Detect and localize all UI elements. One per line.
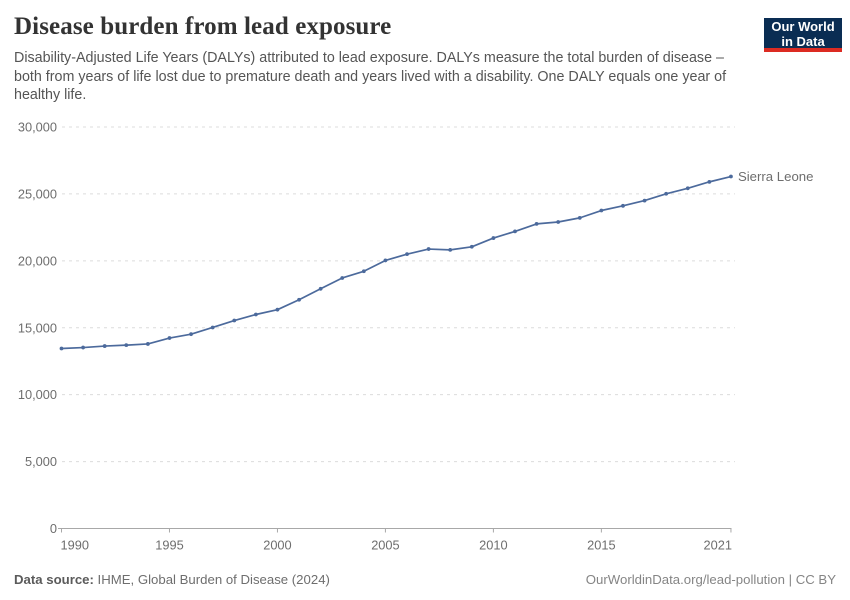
data-point [361,269,366,274]
data-point [189,332,193,337]
data-point [556,220,561,224]
data-source-text: IHME, Global Burden of Disease (2024) [93,572,330,587]
data-point [297,297,301,302]
data-point [534,221,539,226]
data-source-label: Data source: [14,572,94,587]
trend-line [60,175,732,350]
data-point [318,286,323,291]
series-end-label: Sierra Leone [738,169,814,184]
data-point [448,247,453,252]
y-tick-label: 15,000 [18,320,57,335]
x-tick-label: 1995 [155,538,183,553]
data-point [210,325,215,330]
x-tick-label: 2015 [587,538,615,553]
owid-logo-line2: in Data [781,34,825,49]
data-point [729,174,733,179]
data-point [685,186,690,191]
data-point [513,229,517,234]
data-source-note: Data source: IHME, Global Burden of Dise… [14,572,330,587]
chart-svg: 0 5,000 10,000 15,000 20,000 25,000 30,000 1990… [18,120,814,553]
y-tick-label: 25,000 [18,186,57,201]
data-point [59,346,64,351]
y-tick-label: 30,000 [18,120,57,135]
chart-header: Disease burden from lead exposure Disabi… [14,12,754,105]
data-point [167,336,172,340]
y-tick-label: 5,000 [25,454,57,469]
data-point [469,244,474,249]
owid-logo[interactable]: Our World in Data [764,18,842,52]
data-point [145,342,150,346]
chart-subtitle: Disability-Adjusted Life Years (DALYs) a… [14,50,727,104]
data-point [253,312,258,317]
chart-footer: Data source: IHME, Global Burden of Dise… [14,572,836,587]
data-point [405,252,409,257]
x-tick-label: 2005 [371,538,399,553]
data-point [642,198,647,203]
y-tick-label: 20,000 [18,253,57,268]
x-tick-label: 2021 [703,538,731,553]
data-point [577,215,582,220]
x-tick-label: 2010 [479,538,507,553]
data-point [599,208,604,213]
data-point [232,318,237,323]
owid-logo-line1: Our World [771,19,835,34]
data-point [81,345,85,350]
chart-title: Disease burden from lead exposure [14,13,392,40]
owid-url-license-link[interactable]: OurWorldinData.org/lead-pollution | CC B… [585,572,836,587]
data-point [102,344,107,348]
data-point [707,179,712,184]
x-tick-label: 2000 [263,538,291,553]
data-point [664,191,669,196]
y-tick-label: 10,000 [18,387,57,402]
data-point [124,343,129,348]
x-tick-label: 1990 [61,538,89,553]
data-point [275,307,280,312]
data-point [491,236,496,240]
data-point [426,247,431,251]
data-point [621,203,625,208]
owid-logo-text: Our World in Data [764,18,842,49]
data-point [383,258,388,263]
data-point [340,276,345,280]
y-tick-label: 0 [50,521,57,536]
owid-logo-accent-bar [764,48,842,52]
